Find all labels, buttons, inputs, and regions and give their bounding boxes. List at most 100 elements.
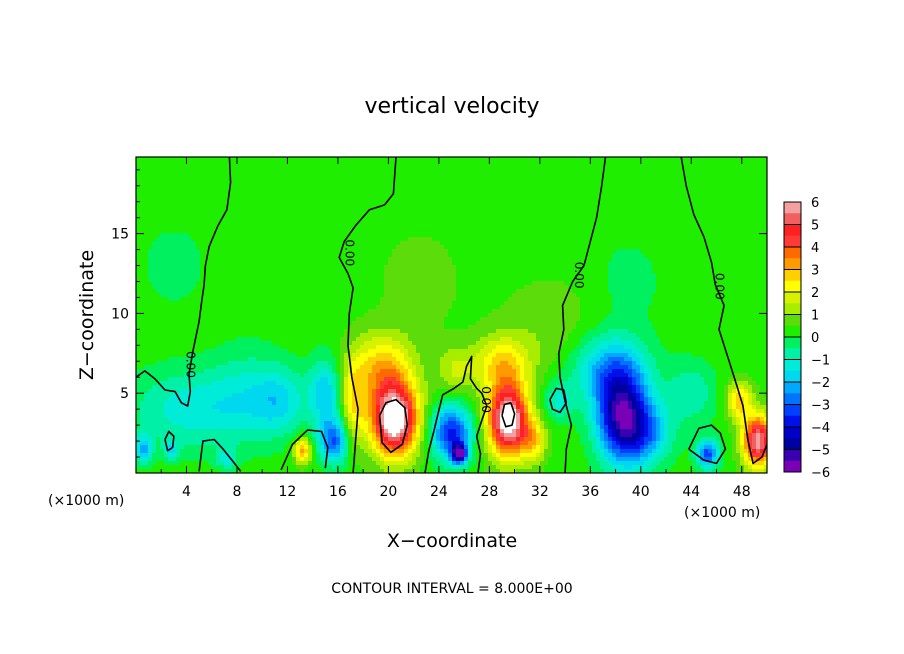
heat-cell [532, 225, 537, 230]
heat-cell [560, 269, 565, 274]
heat-cell [360, 165, 365, 170]
heat-cell [608, 181, 613, 186]
heat-cell [684, 229, 689, 234]
heat-cell [372, 269, 377, 274]
heat-cell [656, 217, 661, 222]
heat-cell [344, 213, 349, 218]
heat-cell [592, 269, 597, 274]
heat-cell [252, 205, 257, 210]
heat-cell [476, 249, 481, 254]
heat-cell [740, 265, 745, 270]
heat-cell [172, 193, 177, 198]
heat-cell [664, 225, 669, 230]
heat-cell [588, 269, 593, 274]
heat-cell [284, 253, 289, 258]
heat-cell [576, 249, 581, 254]
heat-cell [548, 225, 553, 230]
heat-cell [204, 181, 209, 186]
heat-cell [532, 233, 537, 238]
heat-cell [560, 229, 565, 234]
heat-cell [240, 189, 245, 194]
heat-cell [376, 201, 381, 206]
heat-cell [364, 185, 369, 190]
heat-cell [732, 273, 737, 278]
heat-cell [592, 157, 597, 162]
heat-cell [280, 225, 285, 230]
heat-cell [636, 209, 641, 214]
heat-cell [188, 249, 193, 254]
heat-cell [568, 225, 573, 230]
heat-cell [568, 165, 573, 170]
heat-cell [192, 157, 197, 162]
heat-cell [324, 265, 329, 270]
heat-cell [700, 209, 705, 214]
heat-cell [256, 249, 261, 254]
heat-cell [616, 193, 621, 198]
heat-cell [720, 185, 725, 190]
heat-cell [240, 277, 245, 282]
heat-cell [432, 201, 437, 206]
heat-cell [700, 233, 705, 238]
heat-cell [308, 161, 313, 166]
heat-cell [312, 181, 317, 186]
heat-cell [340, 197, 345, 202]
heat-cell [524, 157, 529, 162]
heat-cell [320, 221, 325, 226]
heat-cell [188, 233, 193, 238]
heat-cell [196, 221, 201, 226]
heat-cell [200, 161, 205, 166]
heat-cell [536, 265, 541, 270]
heat-cell [232, 269, 237, 274]
heat-cell [404, 165, 409, 170]
heat-cell [192, 161, 197, 166]
heat-cell [656, 221, 661, 226]
heat-cell [180, 273, 185, 278]
heat-cell [156, 245, 161, 250]
heat-cell [472, 241, 477, 246]
heat-cell [472, 277, 477, 282]
heat-cell [688, 261, 693, 266]
heat-cell [700, 237, 705, 242]
heat-cell [180, 257, 185, 262]
heat-cell [436, 181, 441, 186]
heat-cell [660, 261, 665, 266]
heat-cell [388, 165, 393, 170]
heat-cell [584, 221, 589, 226]
heat-cell [328, 193, 333, 198]
heat-cell [424, 253, 429, 258]
heat-cell [764, 221, 768, 226]
heat-cell [436, 157, 441, 162]
heat-cell [476, 265, 481, 270]
heat-cell [288, 193, 293, 198]
heat-cell [616, 277, 621, 282]
heat-cell [136, 193, 141, 198]
heat-cell [564, 193, 569, 198]
heat-cell [444, 281, 449, 286]
heat-cell [504, 169, 509, 174]
heat-cell [444, 193, 449, 198]
heat-cell [272, 157, 277, 162]
heat-cell [592, 209, 597, 214]
heat-cell [696, 173, 701, 178]
heat-cell [560, 165, 565, 170]
heat-cell [304, 213, 309, 218]
heat-cell [324, 181, 329, 186]
heat-cell [376, 165, 381, 170]
heat-cell [720, 217, 725, 222]
heat-cell [612, 273, 617, 278]
heat-cell [468, 245, 473, 250]
heat-cell [212, 205, 217, 210]
heat-cell [612, 269, 617, 274]
heat-cell [580, 249, 585, 254]
heat-cell [344, 209, 349, 214]
heat-cell [420, 241, 425, 246]
heat-cell [304, 257, 309, 262]
heat-cell [544, 201, 549, 206]
heat-cell [396, 201, 401, 206]
heat-cell [420, 225, 425, 230]
heat-cell [152, 201, 157, 206]
heat-cell [528, 213, 533, 218]
heat-cell [560, 249, 565, 254]
heat-cell [344, 165, 349, 170]
heat-cell [252, 181, 257, 186]
